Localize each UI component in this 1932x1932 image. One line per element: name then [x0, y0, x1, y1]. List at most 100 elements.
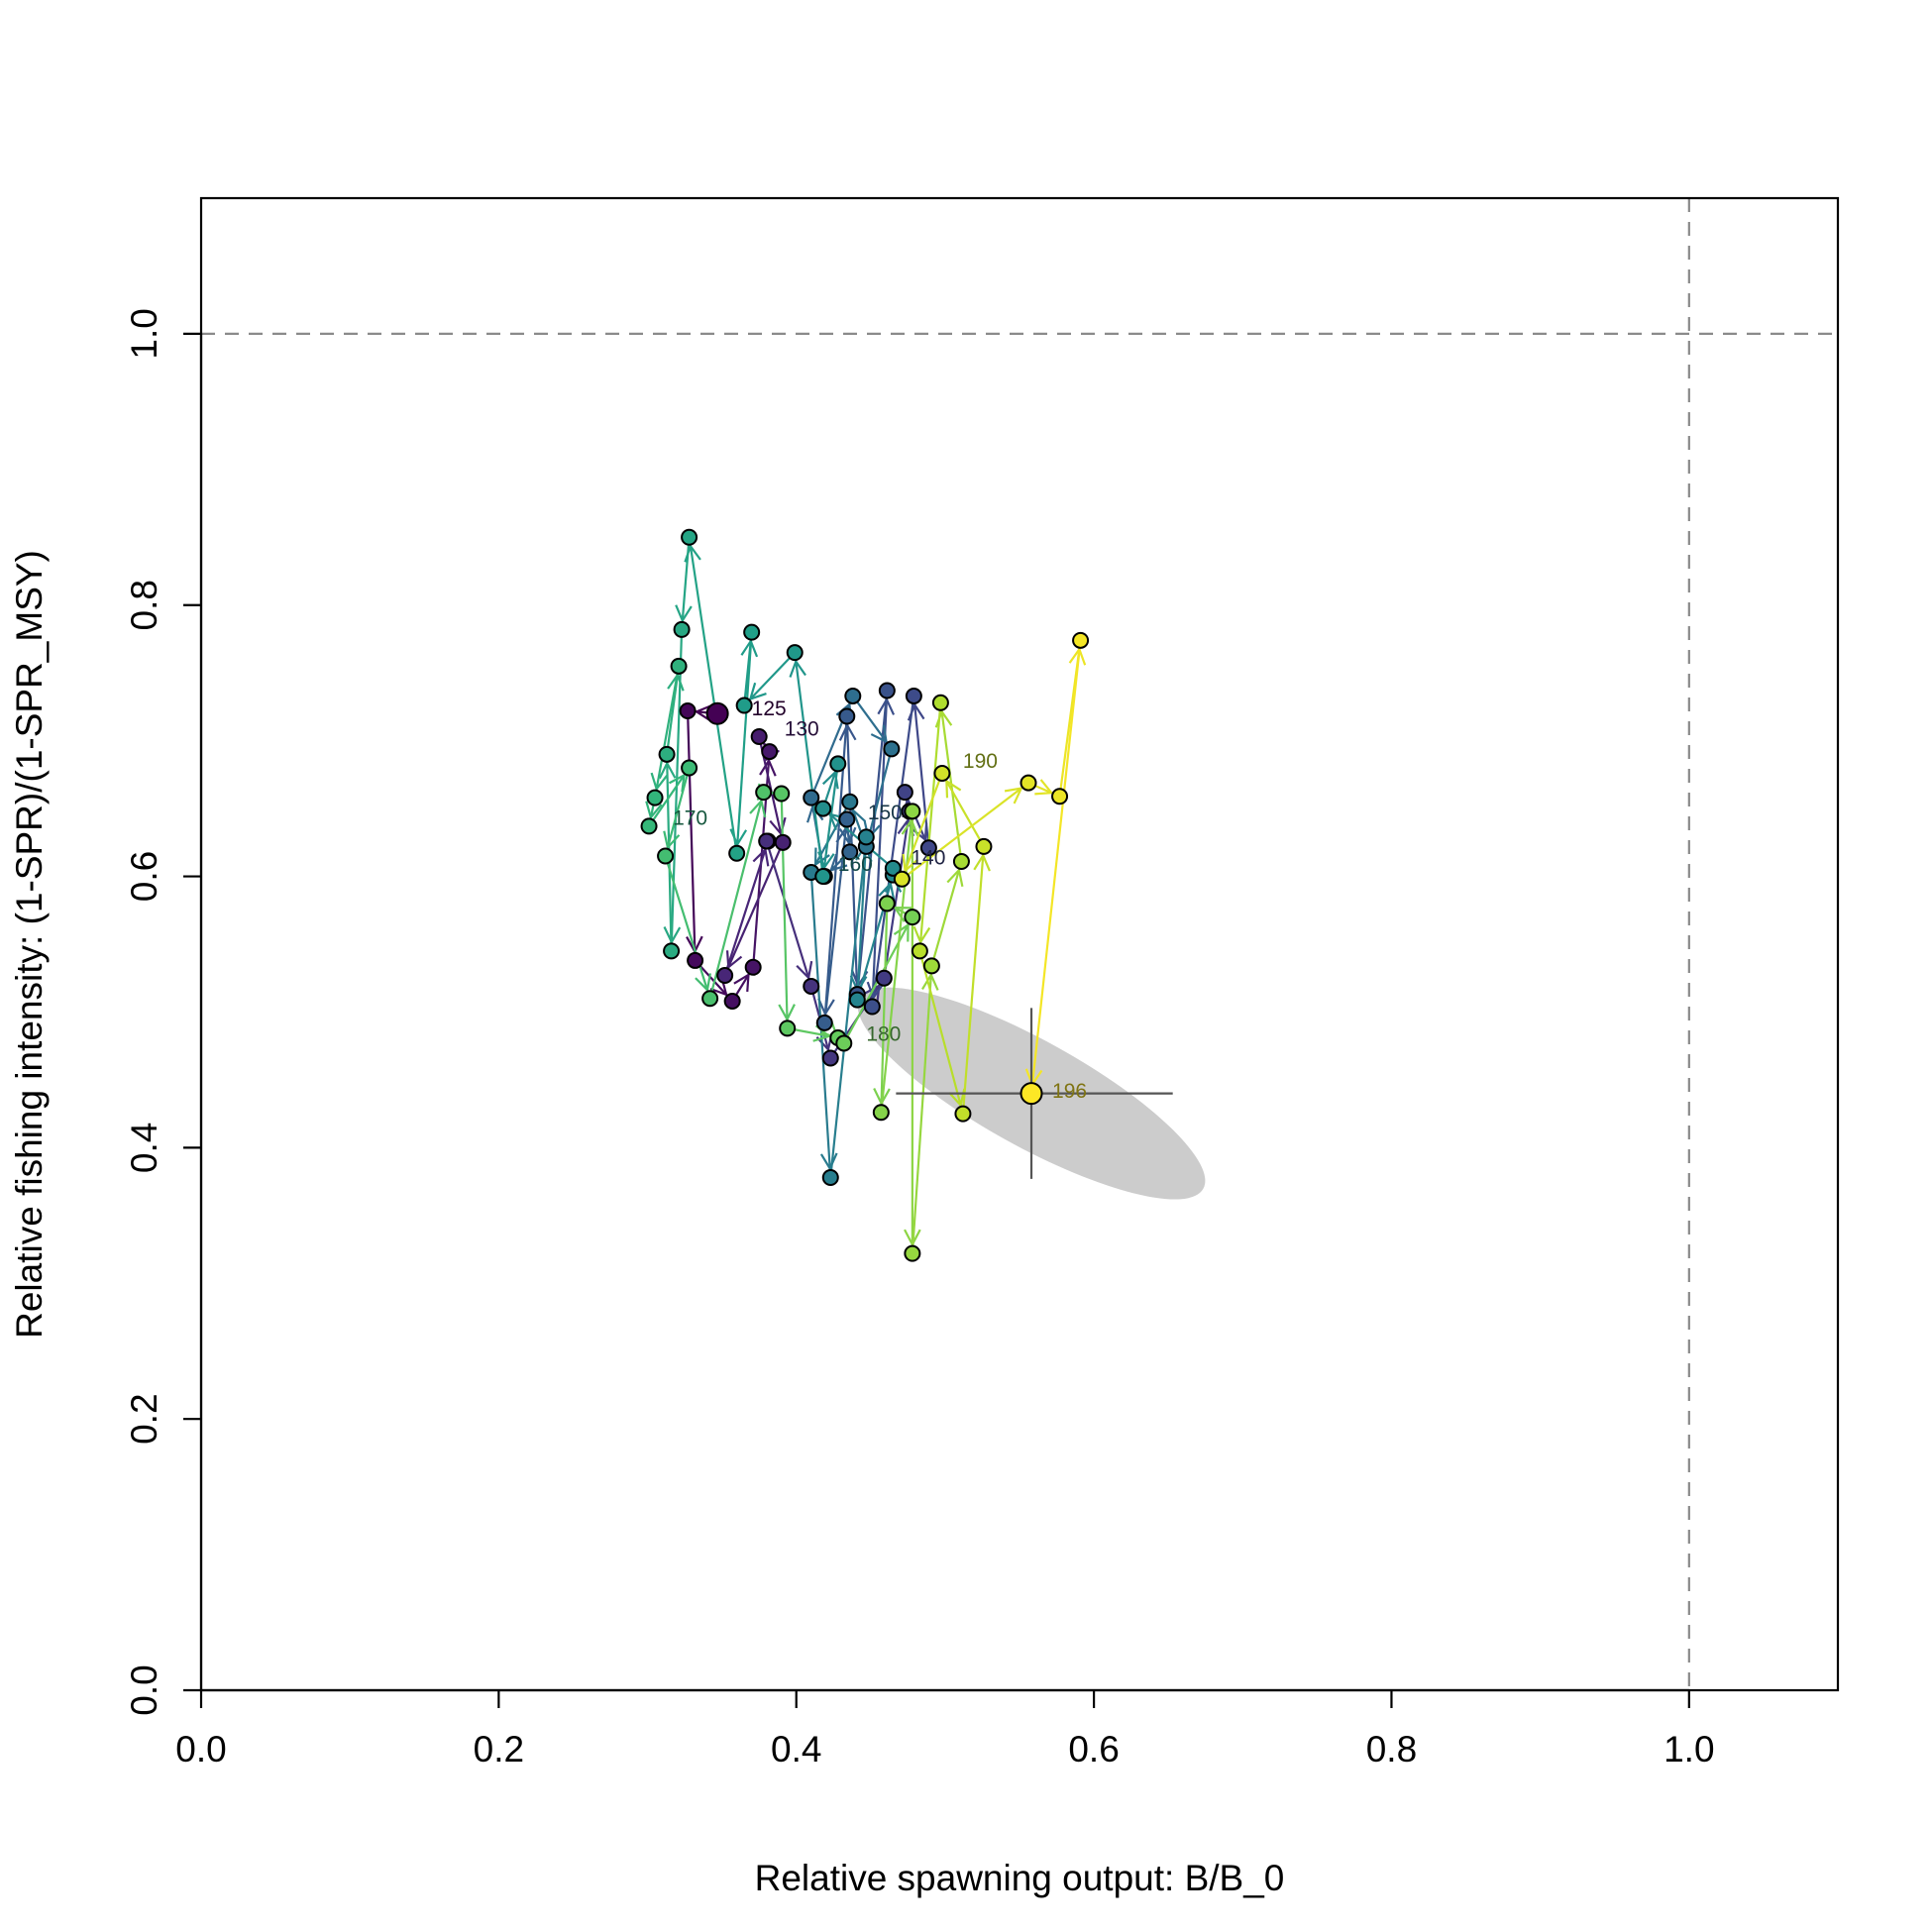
trajectory-segment [829, 836, 868, 1178]
year-label: 190 [963, 750, 998, 773]
trajectory-arrowhead [645, 801, 663, 820]
final-year-point [1020, 1082, 1043, 1106]
trajectory-arrowhead [769, 816, 787, 836]
trajectory-point [673, 620, 691, 638]
year-label: 160 [838, 853, 873, 876]
trajectory-arrowhead [748, 682, 767, 701]
trajectory-arrowhead [733, 972, 750, 992]
x-tick-label: 1.0 [1664, 1729, 1714, 1770]
trajectory-point [773, 785, 791, 803]
trajectory-segment [780, 794, 789, 1028]
trajectory-arrowhead [819, 1152, 838, 1171]
y-tick-label: 0.4 [124, 1123, 164, 1173]
year-label: 170 [673, 807, 707, 830]
trajectory-segment [871, 696, 915, 1008]
trajectory-arrowhead [902, 853, 918, 874]
trajectory-point [863, 998, 881, 1016]
trajectory-point [670, 657, 688, 675]
trajectory-arrowhead [829, 853, 848, 872]
trajectory-arrowhead [675, 604, 693, 623]
trajectory-point [821, 1168, 839, 1186]
trajectory-arrowhead [946, 867, 964, 888]
trajectory-point [904, 803, 921, 820]
trajectory-segment [688, 537, 738, 854]
x-axis-title: Relative spawning output: B/B_0 [755, 1858, 1285, 1898]
trajectory-arrowhead [668, 773, 686, 793]
trajectory-segment [723, 840, 770, 976]
trajectory-point [911, 942, 928, 960]
trajectory-point [758, 832, 776, 850]
trajectory-point [646, 789, 664, 806]
trajectory-point [878, 895, 896, 912]
axes: 0.0 0.2 0.4 0.6 0.8 1.0 0.0 0.2 0.4 0.6 0.8 1.0 [124, 196, 1840, 1770]
trajectory-point [954, 1105, 972, 1123]
trajectory-arrowhead [921, 972, 939, 991]
trajectory-point [728, 844, 746, 862]
trajectory-point [743, 623, 761, 641]
year-label: 196 [1052, 1080, 1087, 1103]
trajectory-segment [871, 690, 889, 1008]
trajectory-point [1072, 631, 1090, 649]
trajectory-segment [918, 702, 942, 951]
trajectory-point [904, 909, 921, 926]
trajectory-segment [686, 710, 697, 961]
trajectory-point [875, 969, 893, 987]
y-tick-label: 0.6 [124, 851, 164, 902]
trajectory-segment [880, 810, 913, 1113]
trajectory-segment [901, 773, 943, 880]
trajectory-arrowhead [821, 770, 839, 790]
trajectory-point [815, 1014, 833, 1031]
trajectory-arrowhead [945, 779, 962, 799]
trajectory-point [841, 843, 859, 861]
trajectory-point [681, 528, 698, 546]
trajectory-point [663, 942, 681, 960]
trajectory-point [883, 740, 901, 758]
trajectory-point [893, 870, 911, 888]
trajectory-arrowhead [778, 1004, 796, 1022]
trajectory-point [838, 810, 856, 828]
trajectory-arrowhead [863, 983, 881, 1003]
trajectory-segment [821, 763, 839, 877]
trajectory-arrowhead [838, 826, 857, 846]
trajectory-arrowhead [752, 847, 770, 867]
trajectory-arrowhead [893, 922, 910, 942]
trajectory-point [1051, 788, 1069, 805]
trajectory-arrowhead [912, 925, 931, 945]
trajectory-point [838, 707, 856, 725]
trajectory-point [779, 1020, 797, 1037]
trajectory-arrowhead [694, 703, 713, 722]
trajectory-point [761, 743, 779, 761]
trajectory-point [755, 784, 773, 802]
trajectory-segment [930, 861, 963, 967]
x-tick-label: 0.0 [175, 1729, 226, 1770]
trajectory-segment [794, 652, 824, 877]
trajectory-arrowhead [759, 758, 777, 777]
trajectory-point [931, 694, 949, 711]
trajectory-point [884, 859, 902, 877]
year-label: 180 [866, 1022, 901, 1045]
y-tick-label: 0.2 [124, 1393, 164, 1444]
trajectory-point [878, 682, 896, 699]
trajectory-point [933, 764, 951, 782]
y-tick-label: 1.0 [124, 308, 164, 359]
trajectory-point [786, 644, 804, 662]
reference-lines [201, 198, 1838, 1690]
trajectory-point [681, 759, 698, 777]
trajectory-segment [912, 696, 930, 848]
trajectory-segment [911, 965, 933, 1254]
trajectory-point [814, 868, 832, 886]
x-tick-label: 0.2 [474, 1729, 524, 1770]
trajectory-point [835, 1034, 853, 1052]
trajectory-point [657, 847, 675, 865]
trajectory-point [750, 728, 768, 746]
trajectory-segment [653, 666, 681, 799]
trajectory-segment [961, 846, 986, 1115]
trajectory-point [723, 993, 741, 1011]
trajectory-point [744, 958, 762, 976]
trajectory-arrowhead [1034, 779, 1054, 796]
trajectory-segment [880, 903, 889, 1113]
x-tick-label: 0.6 [1068, 1729, 1119, 1770]
year-label: 125 [752, 698, 787, 720]
trajectory-segment [883, 810, 911, 979]
trajectory-point [905, 687, 922, 704]
